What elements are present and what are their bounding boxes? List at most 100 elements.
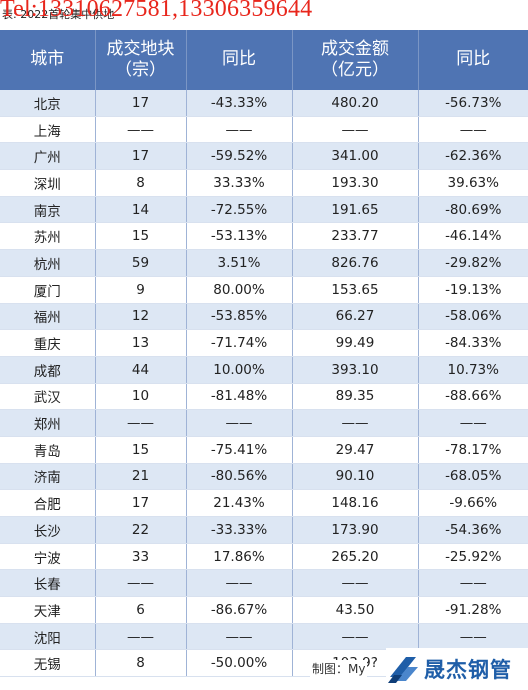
header-amount-yoy: 同比 [417, 30, 528, 90]
header-count-yoy: 同比 [185, 30, 292, 90]
cell-amount: 89.35 [291, 383, 418, 411]
cell-amount-yoy: -62.36% [417, 142, 528, 171]
cell-amount: 191.65 [291, 196, 418, 224]
cell-city: 苏州 [0, 222, 95, 251]
cell-city: 合肥 [0, 489, 95, 517]
cell-count-yoy: -59.52% [185, 142, 292, 171]
cell-count: 12 [94, 303, 186, 331]
cell-city: 深圳 [0, 169, 95, 197]
header-row: 城市 成交地块 （宗） 同比 成交金额 （亿元） 同比 [0, 30, 528, 90]
cell-count: 6 [94, 596, 186, 624]
cell-city: 长春 [0, 569, 95, 598]
cell-count: 15 [94, 222, 186, 251]
table-row: 青岛 15 -75.41% 29.47 -78.17% [0, 436, 528, 464]
cell-amount: 153.65 [291, 276, 418, 304]
cell-amount: 99.49 [291, 329, 418, 357]
cell-amount: 265.20 [291, 543, 418, 571]
cell-amount-yoy: 39.63% [417, 169, 528, 197]
table-row: 长春 —— —— —— —— [0, 569, 528, 598]
cell-city: 南京 [0, 196, 95, 224]
cell-amount-yoy: -46.14% [417, 222, 528, 251]
cell-count-yoy: 33.33% [185, 169, 292, 197]
cell-amount-yoy: -91.28% [417, 596, 528, 624]
cell-count: 17 [94, 489, 186, 517]
cell-count: 15 [94, 436, 186, 464]
cell-count-yoy: -81.48% [185, 383, 292, 411]
cell-count-yoy: -33.33% [185, 516, 292, 544]
cell-amount: 393.10 [291, 356, 418, 384]
cell-amount: 173.90 [291, 516, 418, 544]
cell-count-yoy: -53.85% [185, 303, 292, 331]
cell-city: 郑州 [0, 409, 95, 437]
table-row: 长沙 22 -33.33% 173.90 -54.36% [0, 516, 528, 544]
table-row: 厦门 9 80.00% 153.65 -19.13% [0, 276, 528, 304]
cell-count: 21 [94, 463, 186, 491]
cell-count-yoy: -50.00% [185, 649, 292, 678]
table-row: 宁波 33 17.86% 265.20 -25.92% [0, 543, 528, 571]
cell-amount-yoy: —— [417, 569, 528, 598]
cell-amount: 341.00 [291, 142, 418, 171]
cell-count: 59 [94, 249, 186, 277]
cell-count-yoy: -75.41% [185, 436, 292, 464]
cell-amount-yoy: -84.33% [417, 329, 528, 357]
table-row: 广州 17 -59.52% 341.00 -62.36% [0, 142, 528, 171]
cell-count: 14 [94, 196, 186, 224]
cell-amount-yoy: -78.17% [417, 436, 528, 464]
table-row: 济南 21 -80.56% 90.10 -68.05% [0, 463, 528, 491]
cell-city: 重庆 [0, 329, 95, 357]
cell-city: 杭州 [0, 249, 95, 277]
cell-city: 长沙 [0, 516, 95, 544]
cell-count: 44 [94, 356, 186, 384]
cell-count-yoy: —— [185, 623, 292, 651]
cell-count-yoy: 80.00% [185, 276, 292, 304]
table-row: 天津 6 -86.67% 43.50 -91.28% [0, 596, 528, 624]
cell-city: 上海 [0, 116, 95, 144]
table-row: 福州 12 -53.85% 66.27 -58.06% [0, 303, 528, 331]
cell-amount-yoy: -58.06% [417, 303, 528, 331]
table-row: 合肥 17 21.43% 148.16 -9.66% [0, 489, 528, 517]
cell-amount-yoy: -68.05% [417, 463, 528, 491]
cell-count-yoy: —— [185, 116, 292, 144]
cell-count-yoy: 17.86% [185, 543, 292, 571]
cell-amount: —— [291, 409, 418, 437]
cell-amount-yoy: -25.92% [417, 543, 528, 571]
cell-city: 成都 [0, 356, 95, 384]
logo-mark-icon [388, 657, 418, 683]
cell-count: 33 [94, 543, 186, 571]
cell-count: —— [94, 409, 186, 437]
cell-city: 厦门 [0, 276, 95, 304]
company-logo: 晟杰钢管 [386, 648, 528, 690]
cell-count: —— [94, 569, 186, 598]
table-caption: 表: 2022首轮集中供地 [2, 8, 115, 21]
cell-count: 17 [94, 90, 186, 117]
table-row: 成都 44 10.00% 393.10 10.73% [0, 356, 528, 384]
cell-count-yoy: —— [185, 409, 292, 437]
cell-city: 无锡 [0, 649, 95, 678]
cell-city: 沈阳 [0, 623, 95, 651]
cell-amount-yoy: —— [417, 116, 528, 144]
cell-count: 17 [94, 142, 186, 171]
cell-city: 福州 [0, 303, 95, 331]
cell-city: 青岛 [0, 436, 95, 464]
cell-count: —— [94, 116, 186, 144]
cell-count: —— [94, 623, 186, 651]
table-row: 武汉 10 -81.48% 89.35 -88.66% [0, 383, 528, 411]
land-supply-table: 城市 成交地块 （宗） 同比 成交金额 （亿元） 同比 北京 17 -43.33% 4… [0, 30, 528, 678]
cell-amount-yoy: —— [417, 409, 528, 437]
table-row: 杭州 59 3.51% 826.76 -29.82% [0, 249, 528, 277]
logo-text: 晟杰钢管 [424, 658, 512, 682]
cell-count-yoy: 21.43% [185, 489, 292, 517]
cell-amount-yoy: -9.66% [417, 489, 528, 517]
table-row: 深圳 8 33.33% 193.30 39.63% [0, 169, 528, 197]
cell-count: 10 [94, 383, 186, 411]
cell-count-yoy: -71.74% [185, 329, 292, 357]
cell-count-yoy: 10.00% [185, 356, 292, 384]
cell-amount-yoy: -88.66% [417, 383, 528, 411]
cell-city: 北京 [0, 90, 95, 117]
cell-amount-yoy: -56.73% [417, 90, 528, 117]
cell-amount: 193.30 [291, 169, 418, 197]
cell-amount-yoy: -54.36% [417, 516, 528, 544]
table-row: 苏州 15 -53.13% 233.77 -46.14% [0, 222, 528, 251]
table-row: 郑州 —— —— —— —— [0, 409, 528, 437]
cell-amount: 66.27 [291, 303, 418, 331]
